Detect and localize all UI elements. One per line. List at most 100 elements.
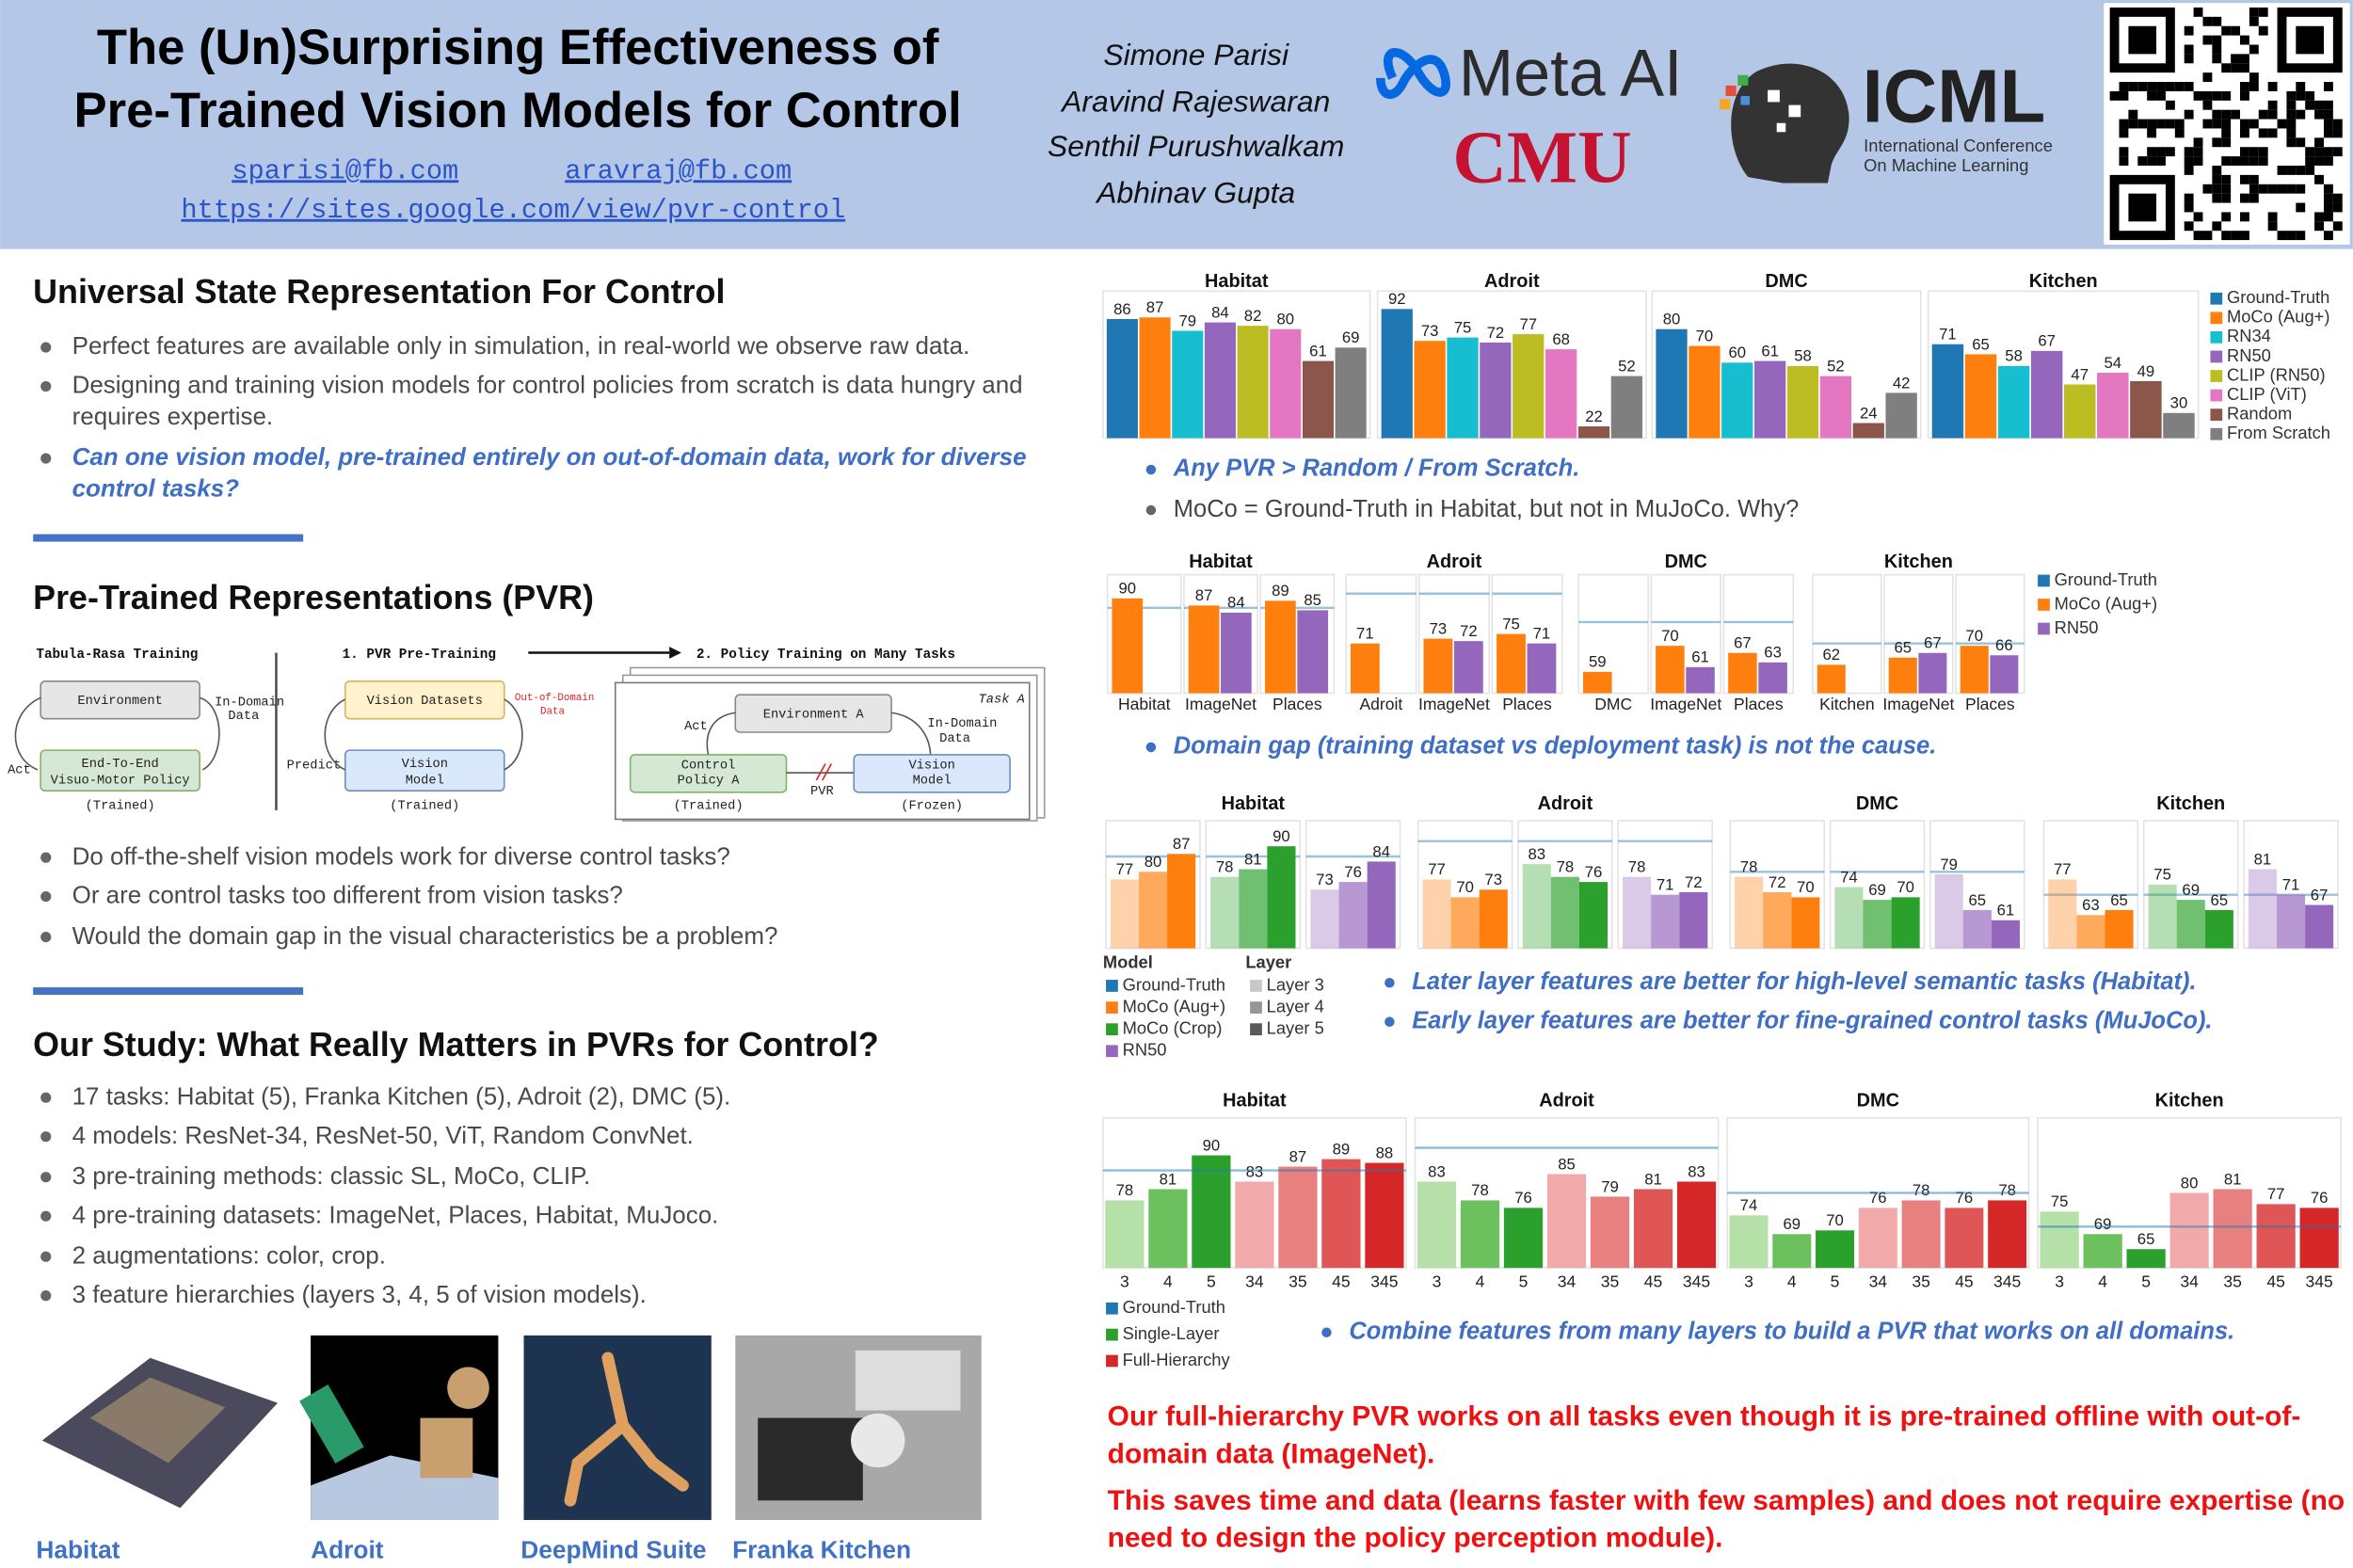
qr-module	[2258, 147, 2268, 157]
value-label: 78	[1913, 1181, 1930, 1199]
qr-module	[2267, 109, 2278, 120]
bullet: Can one vision model, pre-trained entire…	[33, 442, 1038, 505]
value-label: 77	[1116, 860, 1134, 878]
value-label: 76	[1869, 1189, 1887, 1207]
image-caption: Franka Kitchen	[732, 1535, 911, 1563]
value-label: 76	[1344, 863, 1362, 881]
value-label: 59	[1589, 653, 1607, 671]
value-label: 71	[2282, 876, 2300, 894]
qr-module	[2286, 166, 2297, 175]
bar	[1414, 341, 1446, 439]
qr-finder	[2277, 7, 2343, 73]
bar	[1237, 326, 1269, 439]
value-label: 71	[1356, 625, 1374, 643]
bar	[1138, 872, 1168, 949]
bullet: Or are control tasks too different from …	[33, 881, 1038, 912]
bar	[1610, 376, 1643, 439]
bar	[1753, 360, 1786, 439]
header-band	[0, 0, 2353, 249]
note-bullet	[1385, 1016, 1395, 1027]
bar	[1945, 1208, 1984, 1269]
author: Abhinav Gupta	[1095, 176, 1295, 210]
legend-label: Random	[2227, 403, 2292, 423]
qr-module	[2249, 119, 2259, 129]
qr-module	[2240, 63, 2249, 73]
category-label: Places	[1502, 695, 1552, 713]
value-label: 79	[1178, 312, 1196, 329]
qr-module	[2202, 100, 2213, 110]
email: aravraj@fb.com	[565, 155, 792, 186]
qr-module	[2249, 7, 2259, 17]
value-label: 78	[1557, 858, 1575, 876]
qr-finder	[2128, 25, 2157, 55]
qr-module	[2314, 147, 2324, 157]
qr-module	[2184, 147, 2194, 157]
bar	[1110, 879, 1139, 949]
qr-module	[2119, 82, 2129, 91]
bar	[1479, 889, 1508, 949]
qr-module	[2231, 231, 2241, 241]
qr-module	[2119, 147, 2129, 157]
legend-label: CLIP (ViT)	[2227, 384, 2307, 404]
bullet: Designing and training vision models for…	[33, 371, 1038, 434]
qr-module	[2137, 156, 2148, 167]
note: Early layer features are better for fine…	[1412, 1007, 2212, 1033]
qr-module	[2249, 16, 2259, 26]
qr-module	[2258, 184, 2268, 194]
qr-module	[2193, 212, 2203, 222]
qr-module	[2193, 90, 2203, 101]
value-label: 61	[1761, 342, 1779, 360]
bar	[1962, 909, 1992, 949]
category-label: 35	[1289, 1272, 1306, 1291]
qr-module	[2212, 193, 2222, 203]
bar	[2083, 1234, 2122, 1269]
qr-module	[2249, 44, 2259, 55]
value-label: 79	[1940, 856, 1958, 873]
value-label: 77	[2054, 860, 2072, 878]
bar	[2076, 915, 2105, 949]
qr-module	[2249, 72, 2259, 83]
qr-module	[2212, 137, 2222, 148]
qr-module	[2147, 156, 2157, 167]
value-label: 65	[1894, 639, 1912, 657]
qr-module	[2231, 63, 2241, 73]
bar	[1148, 1189, 1188, 1269]
qr-module	[2314, 156, 2324, 167]
legend-label: CLIP (RN50)	[2227, 364, 2326, 384]
category-label: 5	[1207, 1272, 1216, 1291]
qr-module	[2323, 202, 2333, 213]
qr-module	[2119, 156, 2129, 167]
diagram-box	[40, 749, 200, 792]
bar	[1817, 664, 1846, 694]
category-label: 45	[1644, 1272, 1662, 1291]
qr-module	[2184, 44, 2194, 55]
bar	[1297, 610, 1329, 694]
bar	[1679, 891, 1708, 949]
qr-module	[2240, 231, 2249, 241]
category-label: Places	[1734, 695, 1784, 713]
qr-module	[2165, 147, 2175, 157]
value-label: 61	[1691, 648, 1709, 666]
bar	[1167, 854, 1196, 949]
panel-title: Kitchen	[1884, 552, 1953, 572]
bar	[1728, 652, 1757, 694]
bar	[1918, 652, 1947, 694]
legend-swatch	[2038, 599, 2050, 611]
qr-module	[2332, 221, 2343, 232]
legend-swatch	[1250, 1023, 1262, 1036]
icml-subtitle: On Machine Learning	[1864, 155, 2028, 175]
value-label: 47	[2071, 365, 2089, 383]
bar	[1931, 344, 1964, 439]
bar	[1858, 1208, 1897, 1269]
bar	[2169, 1192, 2209, 1269]
qr-module	[2202, 231, 2213, 241]
value-label: 70	[1797, 878, 1815, 896]
value-label: 65	[2137, 1230, 2155, 1248]
diagram-arrow	[706, 712, 932, 756]
value-label: 54	[2105, 354, 2122, 372]
qr-module	[2323, 100, 2333, 110]
bar	[1997, 365, 2030, 439]
qr-module	[2212, 35, 2222, 45]
qr-module	[2240, 35, 2249, 45]
